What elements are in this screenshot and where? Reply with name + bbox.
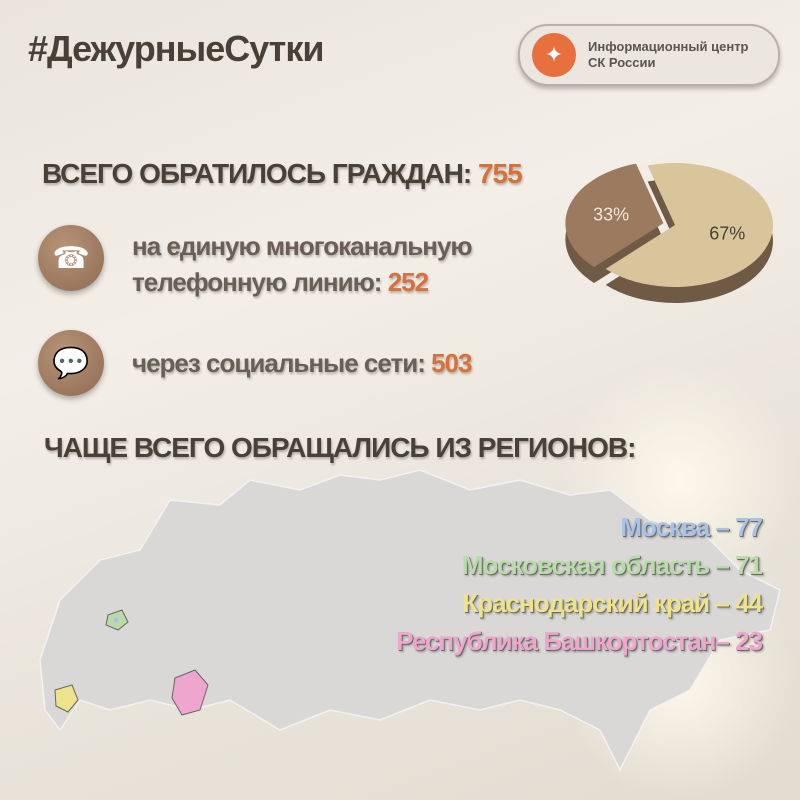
- pie-label: 33%: [593, 205, 629, 225]
- region-krasnodar: Краснодарский край – 44: [462, 588, 763, 618]
- social-label: через социальные сети:: [132, 348, 426, 378]
- map-region-krasnodar: [54, 684, 79, 713]
- emblem-icon: ✦: [532, 33, 576, 77]
- phone-label-line2: телефонную линию:: [132, 267, 382, 297]
- region-moscow: Москва – 77: [620, 512, 763, 542]
- phone-channel: на единую многоканальную телефонную лини…: [132, 228, 473, 300]
- pie-slice: [565, 163, 664, 268]
- pie-label: 67%: [709, 223, 745, 243]
- logo-badge: ✦ Информационный центр СК России: [518, 24, 780, 86]
- regions-legend: Москва – 77 Московская область – 71 Крас…: [396, 508, 763, 660]
- regions-title: ЧАЩЕ ВСЕГО ОБРАЩАЛИСЬ ИЗ РЕГИОНОВ:: [44, 432, 636, 463]
- total-value: 755: [477, 158, 523, 189]
- pie-slice: [605, 163, 773, 287]
- total-label: ВСЕГО ОБРАТИЛОСЬ ГРАЖДАН:: [42, 158, 472, 189]
- chat-bubble-icon: 💬: [38, 330, 104, 396]
- social-channel: через социальные сети: 503: [132, 345, 472, 381]
- map-region-moscow: [113, 617, 119, 623]
- social-value: 503: [431, 348, 472, 378]
- logo-line2: СК России: [588, 55, 656, 70]
- pie-chart: 33% 67%: [565, 163, 773, 303]
- phone-icon: ☎: [38, 225, 104, 291]
- phone-label-line1: на единую многоканальную: [132, 231, 473, 261]
- phone-value: 252: [387, 267, 429, 297]
- region-bashkortostan: Республика Башкортостан– 23: [396, 626, 763, 656]
- russia-map: [39, 469, 781, 772]
- logo-line1: Информационный центр: [588, 39, 749, 54]
- region-moscow-oblast: Московская область – 71: [461, 550, 763, 580]
- map-region-bashkortostan: [171, 669, 209, 716]
- map-russia: [39, 469, 781, 772]
- total-heading: ВСЕГО ОБРАТИЛОСЬ ГРАЖДАН: 755: [42, 158, 523, 190]
- hashtag-title: #ДежурныеСутки: [28, 28, 324, 69]
